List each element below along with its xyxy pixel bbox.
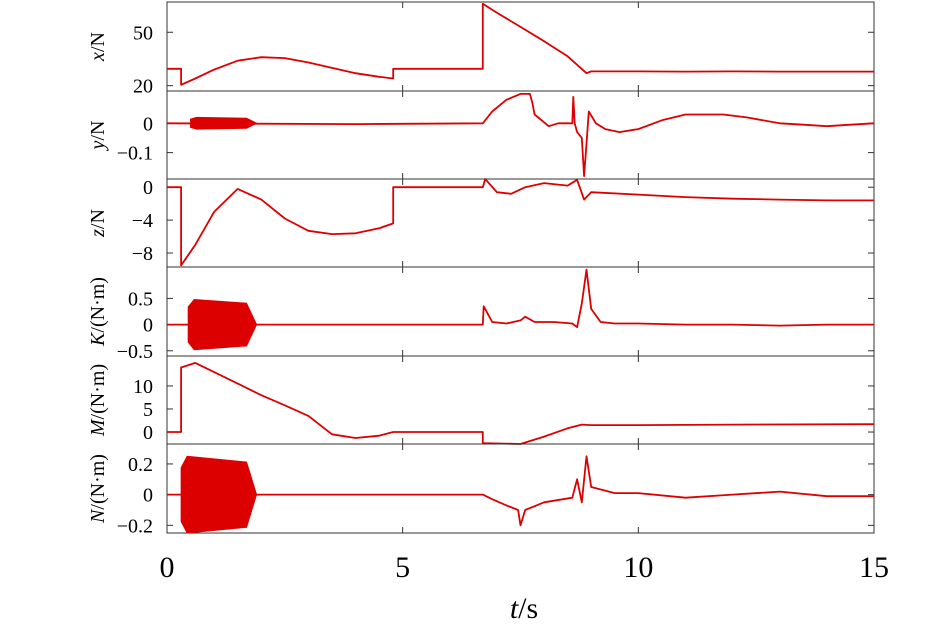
y-axis-label-z: z/N [87,209,109,238]
series-line-M [167,361,875,445]
y-tick-label: 0 [143,485,153,507]
y-tick-label: 0 [143,113,153,135]
x-tick-label: 5 [395,551,410,584]
y-axis-label-K: K/(N·m) [87,277,109,347]
x-tick-label: 15 [859,551,889,584]
y-axis-label-x: x/N [87,32,109,62]
panel-frame [166,443,875,534]
y-tick-label: 20 [133,76,153,98]
panel-K: −0.5 0 0.5 K/(N·m) [87,266,875,363]
x-axis: 0 5 10 15 [160,551,890,584]
panel-frame [166,266,875,357]
y-tick-label: −0.2 [117,515,153,537]
y-axis-label-N: N/(N·m) [87,454,109,524]
y-tick-label: 0 [143,177,153,199]
y-tick-label: −0.1 [117,143,153,165]
panel-frame [166,90,875,180]
panel-N: −0.2 0 0.2 N/(N·m) [87,443,875,537]
panel-frame [166,178,875,268]
panel-z: −8 −4 0 z/N [87,177,875,268]
y-tick-label: 50 [133,22,153,44]
y-tick-label: 0.5 [128,288,153,310]
y-tick-label: 10 [133,376,153,398]
y-tick-label: −0.5 [117,341,153,363]
series-line-z [167,178,874,267]
y-axis-label-y: y/N [87,121,109,152]
x-tick-label: 10 [623,551,653,584]
y-tick-label: −8 [132,243,153,265]
series-line-K [167,268,874,329]
y-tick-label: 0 [143,422,153,444]
y-tick-label: 0 [143,315,153,337]
y-tick-label: 0.2 [128,454,153,476]
series-line-N [167,455,874,527]
panels-layer: 2050x/N−0.10y/N−8−40z/N−0.500.5K/(N·m)05… [87,1,875,537]
panel-x: 20 50 x/N [87,1,875,98]
panel-frame [166,1,875,92]
series-line-y [166,93,875,178]
x-axis-label: t/s [510,592,538,625]
series-line-x [167,2,874,86]
x-tick-label: 0 [160,551,175,584]
y-tick-label: −4 [132,210,153,232]
y-axis-label-M: M/(N·m) [87,364,109,437]
panel-y: −0.1 0 y/N [87,90,875,180]
y-tick-label: 5 [143,399,153,421]
